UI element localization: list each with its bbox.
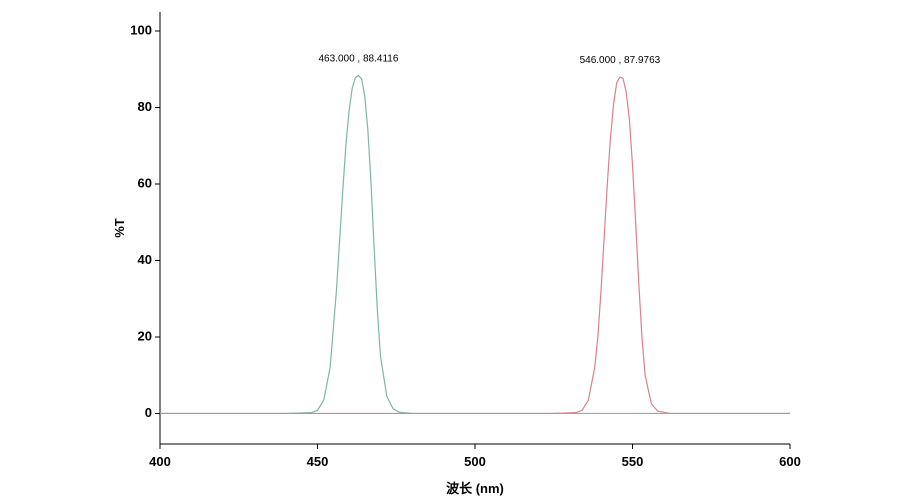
y-tick-label: 20 [138,328,152,343]
x-tick-label: 400 [149,454,171,469]
annotations: 463.000 , 88.4116 546.000 , 87.9763 [319,53,661,66]
axes [159,12,790,445]
ticks: 400 450 500 550 600 0 20 40 60 80 100 [130,23,801,469]
y-tick-label: 0 [145,405,152,420]
y-axis-title: %T [112,218,127,238]
y-tick-label: 80 [138,99,152,114]
series-layer [160,74,790,415]
peak-annotation-2: 546.000 , 87.9763 [580,55,661,66]
series-line-2 [160,76,790,415]
peak-annotation-1: 463.000 , 88.4116 [319,53,399,64]
x-tick-label: 450 [307,454,329,469]
y-tick-label: 100 [130,23,152,38]
x-tick-label: 600 [779,454,801,469]
y-tick-label: 40 [138,252,152,267]
x-axis-title: 波长 (nm) [446,481,504,496]
y-tick-label: 60 [138,175,152,190]
x-tick-label: 550 [622,454,644,469]
series-line-1 [160,74,790,415]
x-tick-label: 500 [464,454,486,469]
